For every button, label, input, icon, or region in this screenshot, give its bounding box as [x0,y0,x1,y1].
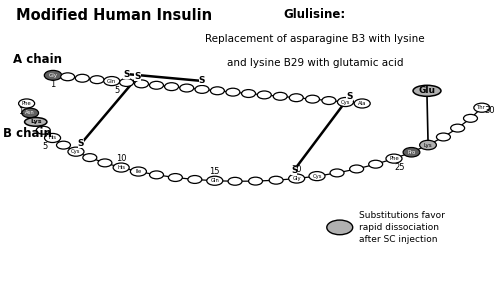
Circle shape [36,126,50,134]
Circle shape [168,173,182,181]
Text: Glu: Glu [418,86,436,95]
Circle shape [306,95,320,103]
Circle shape [248,177,262,185]
Circle shape [150,81,164,89]
Text: Gly: Gly [48,73,58,78]
Text: 5: 5 [114,85,119,95]
Text: Glulisine:: Glulisine: [284,8,346,21]
Circle shape [464,114,477,122]
Text: 25: 25 [394,162,405,171]
Text: Gly: Gly [292,176,301,181]
Circle shape [420,140,436,150]
Text: S: S [346,92,352,101]
Text: S: S [134,72,141,81]
Text: 5: 5 [42,142,48,151]
Circle shape [242,90,256,97]
Text: Cys: Cys [312,173,322,179]
Text: Asn: Asn [26,110,35,115]
Circle shape [207,176,223,185]
Text: S: S [291,166,298,175]
Circle shape [113,163,129,172]
Circle shape [56,141,70,149]
Text: 20: 20 [292,165,302,174]
Text: 15: 15 [210,167,220,176]
Text: 30: 30 [484,106,494,115]
Text: Gln: Gln [107,79,117,83]
Text: Thr: Thr [478,105,486,110]
Circle shape [44,70,62,80]
Circle shape [226,88,240,96]
Circle shape [354,99,370,108]
Circle shape [273,92,287,100]
Circle shape [134,80,148,88]
Text: Pro: Pro [408,150,416,155]
Circle shape [188,175,202,183]
Ellipse shape [24,117,47,126]
Circle shape [350,165,364,173]
Text: 1: 1 [50,80,56,89]
Circle shape [83,154,97,162]
Circle shape [309,171,325,181]
Circle shape [322,97,336,104]
Circle shape [436,133,450,141]
Circle shape [98,159,112,167]
Circle shape [22,108,38,118]
Circle shape [474,103,490,112]
Circle shape [290,94,304,102]
Circle shape [120,79,134,86]
Text: Ala: Ala [358,101,366,106]
Circle shape [130,167,146,176]
Circle shape [258,91,272,99]
Text: His: His [48,136,56,140]
Text: B chain: B chain [3,127,52,140]
Circle shape [90,76,104,83]
Text: and lysine B29 with glutamic acid: and lysine B29 with glutamic acid [226,58,403,68]
Circle shape [269,176,283,184]
Circle shape [60,73,74,81]
Text: Modified Human Insulin: Modified Human Insulin [16,8,212,23]
Text: Gln: Gln [210,178,219,183]
Text: 1: 1 [18,108,24,116]
Text: His: His [117,165,125,170]
Text: Substitutions favor
rapid dissociation
after SC injection: Substitutions favor rapid dissociation a… [358,211,444,244]
Text: Lys: Lys [30,119,42,125]
Circle shape [104,77,120,86]
Text: Phe: Phe [389,156,399,161]
Text: A chain: A chain [13,53,62,66]
Circle shape [68,147,84,156]
Circle shape [327,220,352,235]
Text: 10: 10 [116,154,126,163]
Text: Lys: Lys [424,143,432,147]
Circle shape [44,134,60,143]
Text: S: S [78,139,84,148]
Circle shape [180,84,194,92]
Circle shape [386,154,402,163]
Text: Cys: Cys [340,100,350,104]
Circle shape [450,124,464,132]
Text: S: S [199,76,205,85]
Circle shape [210,87,224,95]
Text: Phe: Phe [22,101,32,106]
Ellipse shape [413,85,441,96]
Circle shape [195,85,209,93]
Text: Replacement of asparagine B3 with lysine: Replacement of asparagine B3 with lysine [205,35,424,44]
Circle shape [76,74,90,82]
Circle shape [338,97,353,106]
Circle shape [330,169,344,177]
Text: Cys: Cys [71,149,81,154]
Text: S: S [124,70,130,79]
Circle shape [228,177,242,185]
Circle shape [150,171,164,179]
Circle shape [18,99,34,108]
Circle shape [403,147,420,157]
Circle shape [288,174,304,183]
Text: Ile: Ile [136,169,141,174]
Circle shape [164,83,178,91]
Circle shape [368,160,382,168]
